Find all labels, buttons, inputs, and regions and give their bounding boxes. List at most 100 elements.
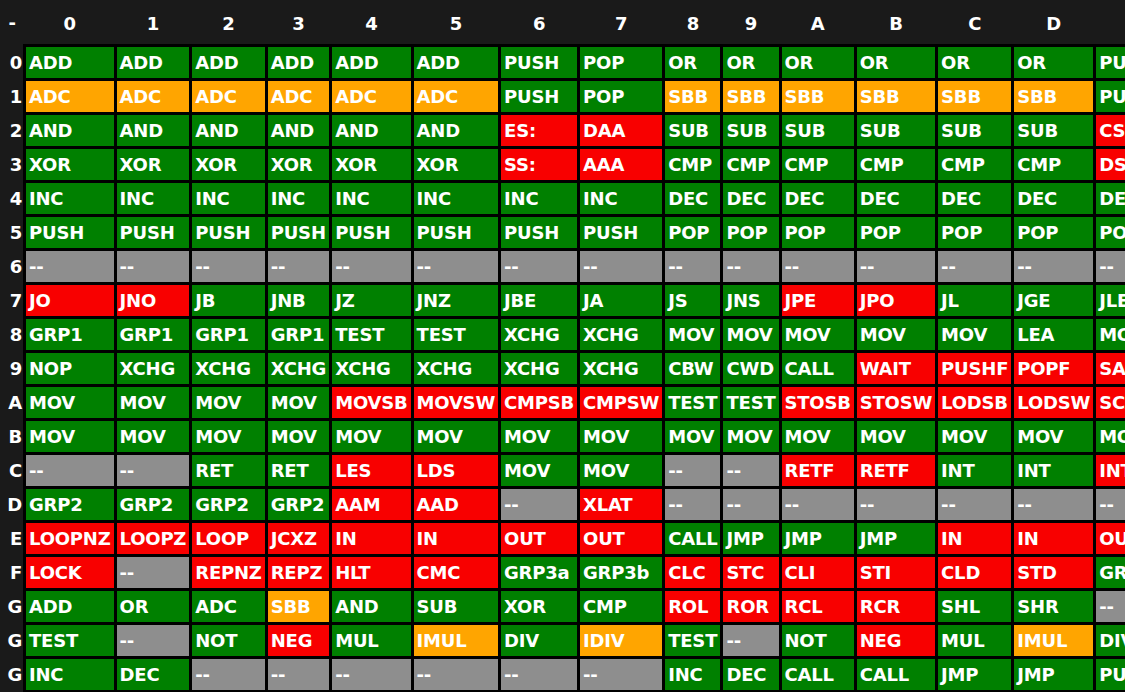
opcode-cell: ADD: [115, 46, 191, 80]
opcode-cell: TEST: [25, 624, 116, 658]
opcode-cell: --: [1013, 488, 1095, 522]
opcode-cell: PUSH: [1095, 80, 1125, 114]
opcode-cell: ES:: [500, 114, 579, 148]
opcode-cell: INC: [266, 182, 331, 216]
column-header-1: 1: [115, 0, 191, 46]
opcode-cell: XOR: [191, 148, 266, 182]
column-header-8: 8: [664, 0, 722, 46]
opcode-cell: JB: [191, 284, 266, 318]
opcode-cell: CWD: [722, 352, 780, 386]
opcode-cell: XCHG: [500, 318, 579, 352]
opcode-cell: CMC: [412, 556, 499, 590]
opcode-cell: LOOPNZ: [25, 522, 116, 556]
opcode-cell: AND: [266, 114, 331, 148]
opcode-cell: RCR: [855, 590, 936, 624]
opcode-cell: --: [1013, 250, 1095, 284]
row-label: 1: [0, 80, 25, 114]
opcode-row-1: 1ADCADCADCADCADCADCPUSHPOPSBBSBBSBBSBBSB…: [0, 80, 1125, 114]
opcode-cell: MOV: [115, 420, 191, 454]
opcode-cell: AND: [331, 590, 412, 624]
opcode-cell: --: [331, 250, 412, 284]
row-label: D: [0, 488, 25, 522]
opcode-cell: GRP2: [115, 488, 191, 522]
opcode-cell: XOR: [266, 148, 331, 182]
opcode-cell: STOSW: [855, 386, 936, 420]
column-header-4: 4: [331, 0, 412, 46]
opcode-cell: XOR: [412, 148, 499, 182]
opcode-cell: TEST: [664, 624, 722, 658]
opcode-row-11: BMOVMOVMOVMOVMOVMOVMOVMOVMOVMOVMOVMOVMOV…: [0, 420, 1125, 454]
opcode-cell: DEC: [780, 182, 855, 216]
opcode-cell: --: [722, 488, 780, 522]
opcode-cell: --: [25, 454, 116, 488]
opcode-cell: ADD: [266, 46, 331, 80]
opcode-cell: --: [412, 658, 499, 692]
opcode-cell: --: [780, 250, 855, 284]
opcode-cell: DS:: [1095, 148, 1125, 182]
opcode-cell: LDS: [412, 454, 499, 488]
opcode-cell: PUSH: [115, 216, 191, 250]
opcode-cell: JMP: [780, 522, 855, 556]
opcode-cell: MOV: [500, 454, 579, 488]
opcode-cell: XOR: [331, 148, 412, 182]
opcode-cell: JPO: [855, 284, 936, 318]
opcode-cell: PUSH: [191, 216, 266, 250]
opcode-cell: --: [937, 488, 1013, 522]
opcode-cell: RET: [191, 454, 266, 488]
opcode-cell: --: [115, 454, 191, 488]
opcode-cell: SBB: [266, 590, 331, 624]
opcode-cell: ADC: [266, 80, 331, 114]
opcode-cell: GRP2: [25, 488, 116, 522]
opcode-cell: DEC: [1095, 182, 1125, 216]
opcode-cell: --: [191, 658, 266, 692]
opcode-cell: PUSH: [1095, 46, 1125, 80]
row-label: 0: [0, 46, 25, 80]
opcode-cell: MOV: [1095, 318, 1125, 352]
opcode-cell: XCHG: [266, 352, 331, 386]
opcode-cell: SUB: [722, 114, 780, 148]
opcode-cell: NOT: [780, 624, 855, 658]
row-label: 5: [0, 216, 25, 250]
opcode-cell: XCHG: [579, 318, 664, 352]
row-label: 7: [0, 284, 25, 318]
row-label: 9: [0, 352, 25, 386]
opcode-cell: JMP: [937, 658, 1013, 692]
header-corner: -: [0, 0, 25, 46]
row-label: 8: [0, 318, 25, 352]
opcode-cell: REPNZ: [191, 556, 266, 590]
opcode-cell: STD: [1013, 556, 1095, 590]
opcode-cell: MUL: [331, 624, 412, 658]
opcode-cell: SBB: [855, 80, 936, 114]
opcode-cell: GRP3a: [500, 556, 579, 590]
opcode-cell: SUB: [412, 590, 499, 624]
opcode-cell: AND: [412, 114, 499, 148]
opcode-cell: SBB: [1013, 80, 1095, 114]
opcode-cell: PUSH: [500, 80, 579, 114]
opcode-cell: LES: [331, 454, 412, 488]
opcode-cell: JZ: [331, 284, 412, 318]
opcode-cell: LODSW: [1013, 386, 1095, 420]
opcode-cell: --: [722, 454, 780, 488]
column-header-B: B: [855, 0, 936, 46]
opcode-cell: --: [937, 250, 1013, 284]
opcode-cell: --: [115, 250, 191, 284]
column-header-6: 6: [500, 0, 579, 46]
opcode-cell: ADC: [331, 80, 412, 114]
opcode-cell: CMP: [855, 148, 936, 182]
opcode-cell: INC: [331, 182, 412, 216]
opcode-cell: GRP3b: [579, 556, 664, 590]
opcode-cell: TEST: [331, 318, 412, 352]
opcode-cell: POP: [579, 46, 664, 80]
opcode-cell: ADC: [115, 80, 191, 114]
column-header-C: C: [937, 0, 1013, 46]
opcode-cell: GRP2: [191, 488, 266, 522]
opcode-cell: MOV: [25, 420, 116, 454]
opcode-cell: XCHG: [579, 352, 664, 386]
opcode-cell: ADC: [191, 80, 266, 114]
opcode-cell: PUSH: [266, 216, 331, 250]
opcode-cell: --: [1095, 590, 1125, 624]
opcode-cell: --: [331, 658, 412, 692]
opcode-cell: PUSHF: [937, 352, 1013, 386]
opcode-cell: JMP: [1013, 658, 1095, 692]
opcode-cell: LOOP: [191, 522, 266, 556]
